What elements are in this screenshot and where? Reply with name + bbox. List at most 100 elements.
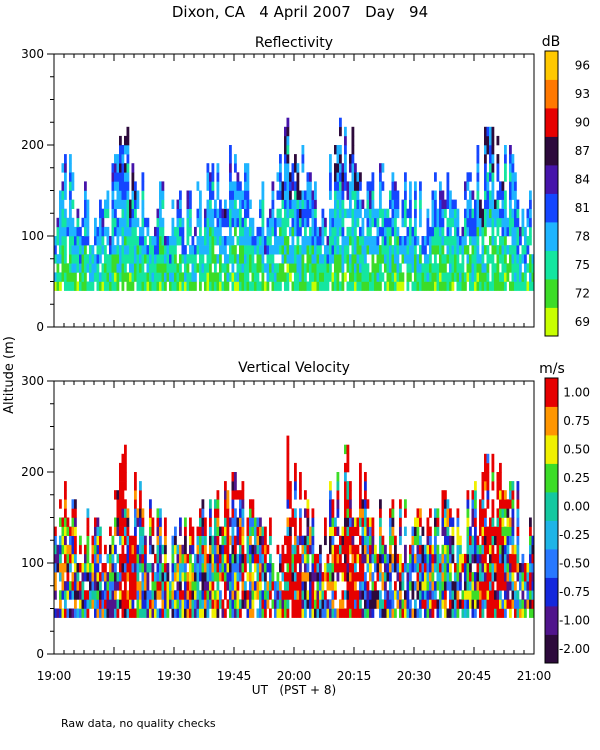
echo-cell [211, 245, 215, 255]
echo-cell [329, 226, 332, 237]
echo-cell [484, 526, 487, 536]
echo-cell [211, 544, 215, 555]
echo-cell [261, 199, 265, 209]
echo-cell [119, 462, 122, 473]
echo-cell [401, 572, 405, 582]
echo-cell [449, 199, 452, 209]
echo-cell [284, 535, 287, 546]
echo-cell [451, 535, 455, 546]
echo-cell [204, 517, 207, 527]
echo-cell [354, 163, 357, 173]
echo-cell [241, 590, 245, 600]
echo-cell [76, 254, 80, 264]
echo-cell [86, 608, 90, 618]
echo-cell [511, 590, 515, 600]
echo-cell [451, 217, 455, 228]
echo-cell [291, 263, 295, 273]
echo-cell [209, 199, 212, 209]
echo-cell [496, 217, 500, 228]
echo-cell [134, 490, 137, 500]
echo-cell [411, 553, 415, 564]
echo-cell [134, 272, 137, 282]
echo-cell [176, 263, 180, 273]
echo-cell [359, 472, 362, 482]
echo-cell [194, 281, 197, 291]
echo-cell [256, 272, 260, 282]
echo-cell [411, 590, 415, 600]
echo-cell [311, 208, 315, 219]
echo-cell [304, 245, 307, 255]
echo-cell [491, 462, 495, 473]
echo-cell [169, 590, 172, 600]
echo-cell [61, 563, 65, 573]
echo-cell [416, 535, 420, 546]
echo-cell [346, 254, 350, 264]
echo-cell [224, 553, 227, 564]
echo-cell [124, 508, 127, 518]
echo-cell [404, 172, 407, 182]
echo-cell [469, 572, 472, 582]
echo-cell [416, 236, 420, 246]
echo-cell [364, 254, 367, 264]
colorbar-label: 96 [575, 58, 590, 72]
echo-cell [329, 535, 332, 546]
echo-cell [531, 553, 535, 564]
echo-cell [154, 553, 157, 564]
echo-cell [74, 508, 77, 518]
echo-cell [506, 535, 510, 546]
echo-cell [174, 272, 177, 282]
echo-cell [304, 490, 307, 500]
echo-cell [311, 190, 315, 200]
echo-cell [324, 608, 327, 618]
echo-cell [529, 272, 532, 282]
echo-cell [336, 553, 340, 564]
echo-cell [451, 544, 455, 555]
echo-cell [486, 526, 490, 536]
echo-cell [124, 526, 127, 536]
echo-cell [179, 217, 182, 228]
echo-cell [121, 472, 125, 482]
echo-cell [69, 190, 72, 200]
echo-cell [371, 263, 375, 273]
echo-cell [314, 226, 317, 237]
echo-cell [331, 281, 335, 291]
echo-cell [449, 599, 452, 609]
echo-cell [396, 281, 400, 291]
echo-cell [266, 281, 270, 291]
echo-cell [511, 245, 515, 255]
echo-cell [291, 508, 295, 518]
echo-cell [89, 563, 92, 573]
echo-cell [309, 581, 312, 591]
echo-cell [239, 236, 242, 246]
echo-cell [304, 199, 307, 209]
echo-cell [61, 572, 65, 582]
echo-cell [266, 236, 270, 246]
echo-cell [361, 508, 365, 518]
echo-cell [496, 581, 500, 591]
echo-cell [481, 472, 485, 482]
echo-cell [239, 599, 242, 609]
echo-cell [81, 563, 85, 573]
echo-cell [284, 154, 287, 164]
echo-cell [264, 281, 267, 291]
echo-cell [236, 590, 240, 600]
echo-cell [399, 517, 402, 527]
echo-cell [311, 544, 315, 555]
echo-cell [496, 190, 500, 200]
echo-cell [381, 208, 385, 219]
echo-cell [389, 272, 392, 282]
echo-cell [286, 245, 290, 255]
echo-cell [441, 281, 445, 291]
x-tick-label: 19:30 [157, 669, 192, 683]
echo-cell [304, 535, 307, 546]
echo-cell [444, 599, 447, 609]
echo-cell [464, 599, 467, 609]
echo-cell [399, 563, 402, 573]
echo-cell [391, 553, 395, 564]
echo-cell [294, 517, 297, 527]
echo-cell [181, 544, 185, 555]
echo-cell [159, 553, 162, 564]
echo-cell [376, 272, 380, 282]
echo-cell [229, 199, 232, 209]
echo-cell [504, 608, 507, 618]
